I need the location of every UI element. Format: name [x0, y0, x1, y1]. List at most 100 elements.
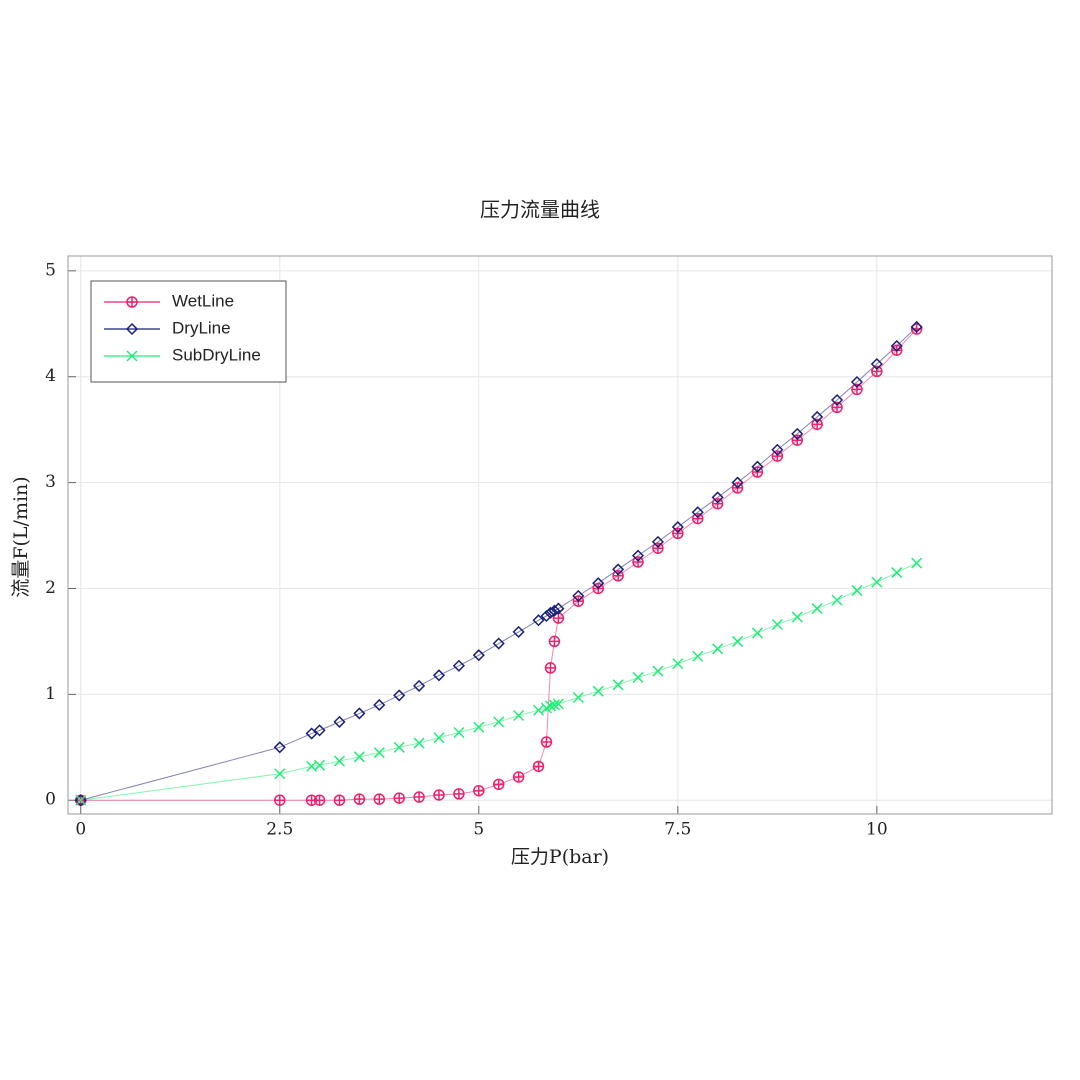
data-point — [313, 794, 326, 806]
data-point — [870, 357, 883, 371]
data-point — [413, 679, 426, 692]
data-point — [851, 585, 863, 597]
data-point — [472, 649, 485, 662]
legend-box — [90, 280, 287, 383]
data-point — [548, 635, 561, 648]
x-tick-label: 0 — [75, 820, 86, 840]
legend-label: SubDryLine — [172, 345, 261, 364]
data-point — [453, 726, 465, 739]
y-tick-label: 4 — [45, 366, 56, 386]
data-point — [532, 760, 545, 773]
data-point — [75, 794, 87, 806]
data-point — [353, 707, 366, 720]
data-point — [333, 794, 346, 806]
y-axis-label: 流量F(L/min) — [10, 476, 32, 597]
data-point — [851, 383, 863, 396]
data-point — [333, 715, 346, 728]
data-point — [691, 512, 704, 525]
data-point — [544, 606, 557, 619]
x-tick-label: 2.5 — [266, 820, 293, 840]
data-point — [393, 792, 405, 804]
data-point — [493, 716, 505, 728]
data-point — [850, 375, 864, 389]
data-point — [632, 556, 644, 568]
data-point — [572, 589, 585, 602]
data-point — [771, 450, 784, 462]
data-point — [672, 527, 684, 540]
data-point — [891, 567, 903, 579]
data-point — [672, 658, 684, 670]
data-point — [540, 736, 553, 748]
data-point — [305, 727, 318, 740]
data-point — [552, 602, 565, 615]
data-point — [572, 691, 584, 704]
data-point — [831, 401, 843, 414]
data-point — [353, 793, 366, 805]
data-point — [314, 759, 326, 771]
y-tick-label: 0 — [45, 790, 56, 810]
data-point — [871, 365, 883, 378]
chart-title: 压力流量曲线 — [480, 198, 600, 222]
data-point — [910, 320, 923, 334]
data-point — [373, 793, 386, 805]
data-point — [671, 520, 684, 534]
data-point — [540, 609, 553, 623]
data-point — [373, 747, 385, 759]
data-point — [512, 771, 525, 783]
data-point — [751, 460, 764, 473]
data-point — [811, 410, 824, 424]
data-point — [791, 427, 804, 440]
data-point — [651, 535, 664, 548]
data-point — [652, 542, 664, 554]
data-point — [592, 577, 605, 590]
data-point — [393, 741, 405, 753]
data-point — [771, 443, 784, 456]
data-point — [373, 698, 386, 712]
y-tick-label: 2 — [45, 578, 56, 598]
data-point — [911, 557, 923, 569]
plot-frame — [67, 255, 1053, 815]
legend-marker — [126, 350, 138, 362]
series-line — [80, 326, 918, 801]
data-point — [592, 685, 604, 697]
data-point — [612, 563, 625, 576]
data-point — [544, 700, 556, 712]
legend-label: WetLine — [172, 291, 234, 310]
data-point — [652, 665, 664, 677]
data-point — [731, 476, 744, 489]
data-point — [711, 498, 724, 510]
data-point — [433, 732, 445, 744]
data-point — [453, 788, 465, 800]
data-point — [74, 794, 87, 807]
data-point — [831, 594, 843, 606]
data-point — [712, 643, 724, 655]
data-point — [452, 659, 465, 672]
data-point — [413, 737, 425, 749]
data-point — [274, 794, 286, 806]
data-point — [871, 576, 883, 588]
y-tick-label: 3 — [45, 472, 56, 492]
y-tick-label: 1 — [45, 684, 56, 704]
data-point — [492, 778, 505, 791]
x-tick-label: 10 — [866, 820, 888, 840]
data-point — [692, 650, 704, 662]
x-axis-label: 压力P(bar) — [511, 846, 609, 868]
data-point — [273, 741, 286, 754]
data-point — [513, 709, 525, 722]
data-point — [313, 724, 326, 737]
data-point — [473, 721, 485, 733]
data-point — [532, 704, 545, 716]
data-point — [791, 434, 803, 446]
data-point — [751, 627, 763, 639]
data-point — [732, 635, 744, 647]
data-point — [333, 755, 346, 767]
x-tick-label: 7.5 — [664, 820, 691, 840]
data-point — [632, 671, 644, 683]
data-point — [548, 604, 561, 617]
data-point — [532, 614, 545, 627]
data-point — [771, 618, 783, 631]
data-point — [552, 698, 564, 710]
data-point — [353, 751, 365, 763]
data-point — [830, 393, 844, 407]
